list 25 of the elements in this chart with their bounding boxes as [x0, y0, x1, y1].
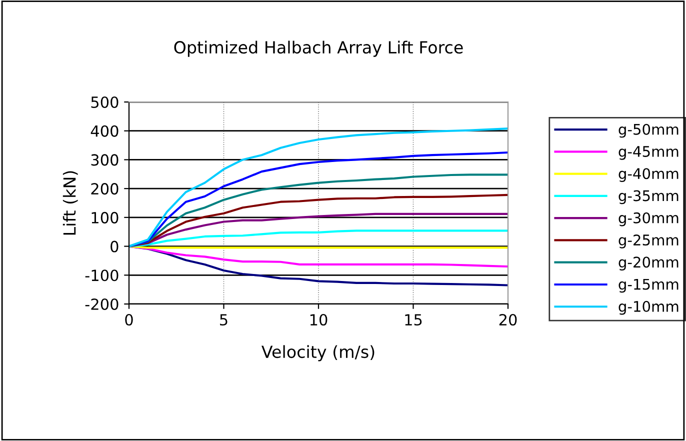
y-tick-label: 200	[91, 183, 118, 195]
y-tick-label: 500	[91, 96, 118, 108]
legend-label: g-15mm	[618, 278, 678, 293]
y-tick-label: -200	[85, 298, 118, 310]
legend-label: g-25mm	[618, 234, 678, 248]
y-tick-label: 0	[110, 240, 118, 252]
legend-label: g-35mm	[618, 190, 678, 204]
x-tick-label: 0	[125, 314, 133, 326]
x-tick-label: 20	[499, 314, 517, 326]
y-tick-label: 300	[91, 154, 118, 166]
legend-label: g-50mm	[618, 124, 678, 138]
legend-label: g-40mm	[618, 168, 678, 182]
chart-title: Optimized Halbach Array Lift Force	[174, 40, 463, 57]
x-tick-label: 15	[405, 314, 422, 326]
legend-label: g-30mm	[618, 212, 678, 226]
x-axis-title: Velocity (m/s)	[262, 345, 374, 362]
y-tick-label: 100	[92, 212, 118, 224]
legend-label: g-10mm	[618, 300, 678, 315]
legend-label: g-45mm	[618, 146, 678, 160]
legend-label: g-20mm	[618, 256, 678, 270]
x-tick-label: 10	[310, 314, 328, 326]
y-tick-label: -100	[85, 270, 118, 282]
x-tick-label: 5	[220, 314, 228, 326]
y-axis-title: Lift (kN)	[62, 171, 78, 235]
y-tick-label: 400	[90, 125, 118, 137]
